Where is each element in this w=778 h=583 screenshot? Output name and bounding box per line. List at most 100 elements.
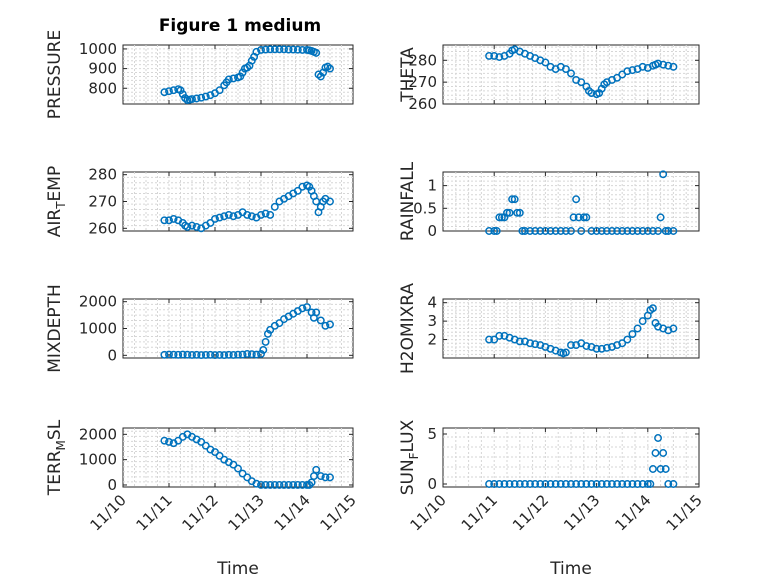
data-point: [247, 212, 256, 221]
data-point: [556, 480, 565, 488]
data-point: [234, 350, 242, 359]
data-point: [582, 213, 591, 222]
data-point: [316, 472, 325, 481]
data-point: [646, 480, 655, 488]
y-tick-label: 3: [427, 312, 437, 330]
data-point: [326, 473, 334, 482]
data-point: [197, 437, 206, 446]
data-point: [648, 465, 657, 473]
data-point: [485, 51, 494, 60]
data-point: [252, 479, 261, 488]
y-tick-label: 260: [408, 95, 437, 113]
data-point: [252, 350, 261, 359]
x-axis-label: Time: [216, 559, 259, 579]
data-point: [628, 330, 637, 338]
data-point: [526, 480, 534, 488]
y-tick-label: 270: [408, 73, 437, 91]
y-tick-label: 0.5: [413, 199, 437, 217]
y-axis-label: PRESSURE: [45, 30, 65, 119]
data-point: [165, 437, 173, 446]
data-point: [247, 56, 256, 65]
grid-lines: [443, 428, 699, 487]
data-point: [495, 53, 504, 61]
data-point: [638, 62, 647, 71]
subplot-5: 0 1000 2000 MIXDEPTH: [45, 284, 354, 373]
data-point: [648, 304, 657, 313]
data-point: [618, 339, 627, 348]
data-point: [160, 88, 169, 97]
data-point: [561, 480, 570, 488]
y-tick-label: 0: [427, 475, 437, 493]
data-point: [623, 67, 632, 76]
data-point: [518, 227, 527, 235]
y-tick-label: 800: [88, 79, 117, 97]
data-point: [597, 344, 606, 353]
data-point: [526, 227, 534, 235]
data-point: [280, 45, 288, 54]
data-point: [490, 335, 499, 344]
data-point: [656, 465, 665, 473]
data-point: [321, 321, 330, 330]
data-point: [623, 335, 632, 344]
y-tick-label: 0: [107, 346, 117, 364]
data-point: [270, 202, 279, 211]
data-point: [669, 227, 678, 235]
data-point: [505, 208, 514, 217]
data-point: [654, 434, 662, 442]
data-point: [243, 210, 252, 219]
data-point: [229, 460, 238, 469]
data-point: [495, 213, 504, 222]
data-point: [257, 45, 265, 54]
data-point: [567, 480, 575, 488]
data-point: [577, 227, 586, 235]
data-point: [266, 210, 275, 219]
data-point: [669, 62, 678, 71]
data-point: [654, 59, 662, 68]
data-point: [303, 303, 311, 311]
data-point: [579, 213, 588, 222]
data-point: [541, 58, 550, 67]
data-point: [229, 212, 238, 221]
data-point: [270, 45, 279, 54]
data-point: [546, 480, 555, 488]
data-point: [485, 480, 494, 488]
data-point: [597, 227, 606, 235]
data-point: [485, 335, 494, 344]
x-tick-label: 11/10: [87, 491, 130, 534]
data-point: [520, 480, 529, 488]
data-point: [572, 480, 581, 488]
y-tick-label: 270: [88, 193, 117, 211]
y-axis-label: RAINFALL: [398, 161, 418, 241]
data-point: [602, 227, 611, 235]
x-tick-label: 11/13: [225, 491, 268, 534]
data-point: [305, 182, 314, 191]
data-point: [495, 480, 504, 488]
data-point: [174, 436, 183, 445]
data-point: [628, 66, 637, 75]
data-point: [206, 350, 215, 359]
data-point: [577, 480, 586, 488]
x-tick-label: 11/11: [458, 491, 501, 534]
data-point: [633, 480, 642, 488]
y-tick-label: 2000: [79, 293, 117, 311]
data-point: [508, 195, 517, 204]
data-point: [551, 480, 560, 488]
data-point: [643, 227, 652, 235]
data-point: [238, 469, 247, 478]
data-series: [485, 170, 678, 235]
data-point: [220, 212, 229, 221]
data-point: [183, 350, 192, 359]
data-point: [211, 448, 219, 457]
y-tick-label: 260: [88, 219, 117, 237]
data-point: [664, 61, 673, 70]
data-point: [321, 473, 330, 482]
y-tick-label: 4: [427, 294, 437, 312]
data-point: [587, 480, 596, 488]
data-point: [275, 319, 284, 328]
data-point: [238, 350, 247, 359]
data-point: [280, 481, 288, 489]
data-point: [551, 227, 560, 235]
data-point: [569, 213, 578, 222]
data-point: [326, 197, 334, 206]
